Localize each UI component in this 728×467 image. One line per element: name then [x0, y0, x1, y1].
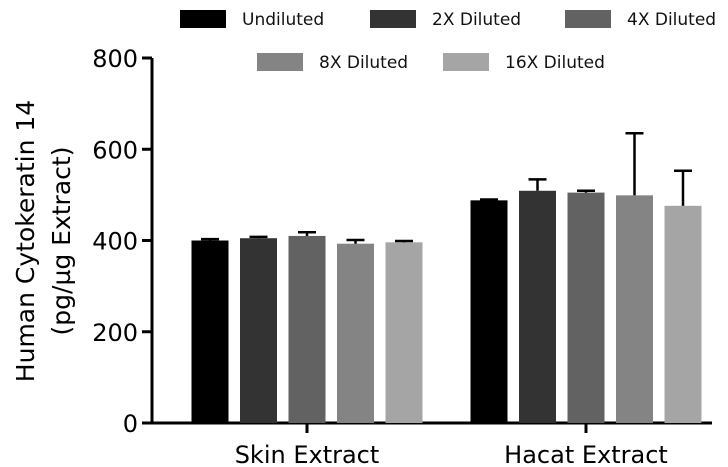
x-tick-label: Hacat Extract: [504, 441, 668, 467]
bar: [385, 242, 423, 423]
legend-swatch: [370, 10, 416, 28]
bar: [616, 195, 653, 423]
bars: [191, 132, 702, 423]
legend-swatch: [565, 10, 611, 28]
y-tick-label: 600: [92, 136, 138, 164]
bar: [337, 243, 374, 423]
legend-label: 16X Diluted: [505, 53, 605, 73]
legend: Undiluted 2X Diluted 4X Diluted 8X Diluted 1…: [180, 10, 716, 73]
y-tick-label: 400: [92, 228, 138, 256]
y-axis-label-line-1: Human Cytokeratin 14: [11, 100, 40, 382]
bar: [567, 192, 605, 423]
y-tick-label: 200: [92, 319, 138, 347]
legend-swatch: [257, 53, 303, 71]
legend-swatch: [443, 53, 489, 71]
y-axis: 0 200 400 600 800: [92, 45, 154, 438]
bar: [664, 205, 702, 423]
bar: [191, 240, 229, 423]
legend-swatch: [180, 10, 226, 28]
y-axis-label-line-2: (pg/µg Extract): [47, 147, 76, 336]
bar: [240, 238, 277, 423]
legend-label: Undiluted: [242, 10, 324, 30]
legend-label: 8X Diluted: [319, 53, 408, 73]
x-axis: Skin Extract Hacat Extract: [152, 421, 712, 467]
bar: [288, 235, 326, 423]
bar: [519, 190, 556, 423]
legend-label: 4X Diluted: [627, 10, 716, 30]
y-tick-label: 0: [123, 410, 138, 438]
y-tick-label: 800: [92, 45, 138, 73]
bar: [470, 200, 508, 423]
x-tick-label: Skin Extract: [235, 441, 380, 467]
legend-label: 2X Diluted: [432, 10, 521, 30]
